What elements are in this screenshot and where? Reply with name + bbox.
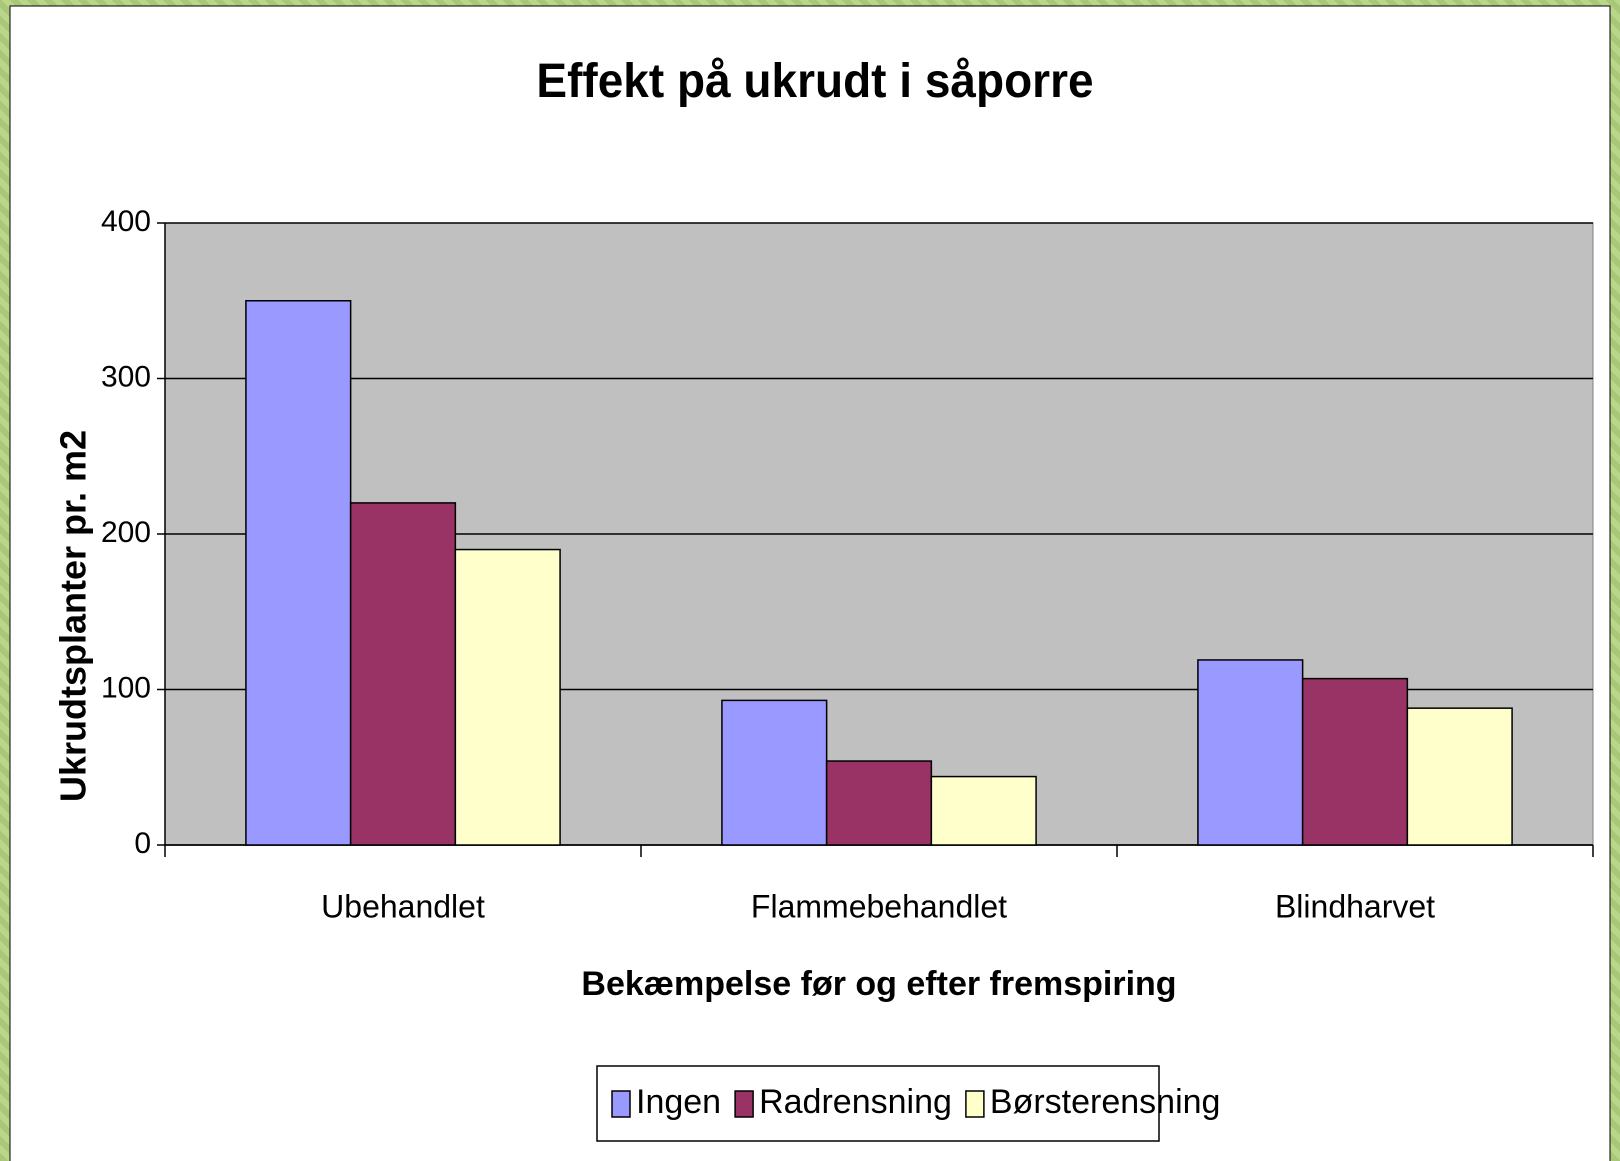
x-axis-label: Bekæmpelse før og efter fremspiring (581, 965, 1176, 1003)
legend-label: Radrensning (759, 1083, 952, 1121)
y-tick-label: 0 (134, 827, 151, 860)
bar (245, 300, 352, 846)
legend-label: Ingen (636, 1083, 721, 1121)
bar (1406, 707, 1513, 846)
bar (1197, 659, 1304, 846)
y-tick-label: 200 (101, 516, 151, 549)
chart-title: Effekt på ukrudt i såporre (536, 53, 1093, 107)
bar (349, 502, 457, 846)
bar (454, 548, 561, 846)
legend (596, 1065, 1160, 1142)
legend-label: Børsterensning (990, 1083, 1221, 1121)
x-tick-label: Flammebehandlet (751, 888, 1007, 924)
legend-swatch (611, 1090, 631, 1118)
y-tick-label: 400 (101, 205, 151, 238)
bar (825, 760, 933, 846)
bar (1301, 677, 1409, 846)
y-tick-label: 300 (101, 360, 151, 393)
legend-swatch (734, 1090, 754, 1118)
x-tick-label: Ubehandlet (321, 888, 485, 924)
x-tick-label: Blindharvet (1275, 888, 1435, 924)
bar (721, 699, 828, 846)
y-tick-label: 100 (101, 671, 151, 704)
legend-swatch (965, 1090, 985, 1118)
bar (930, 775, 1037, 846)
y-axis-label: Ukrudtsplanter pr. m2 (53, 430, 94, 802)
